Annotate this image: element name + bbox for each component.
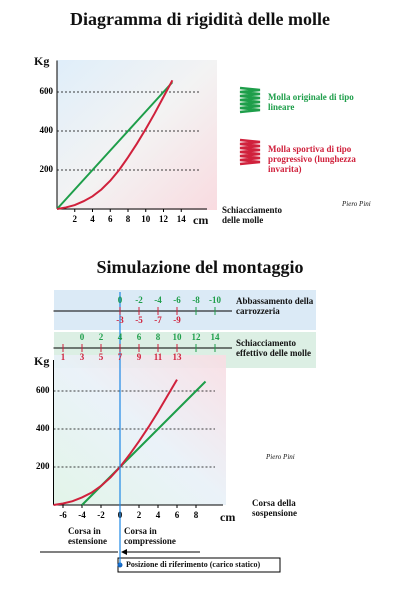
scale-tick-label: 6 [137,332,142,342]
x-unit: cm [220,510,236,524]
chart-title: Simulazione del montaggio [96,257,304,277]
scale-bg [54,290,316,330]
legend-icon [239,86,261,114]
y-tick-label: 400 [36,423,50,433]
scale-tick-label: 0 [118,295,123,305]
scale-tick-label: -10 [209,295,221,305]
x-tick-label: 6 [175,510,180,520]
scale-tick-label: 1 [61,352,66,362]
x-tick-label: 14 [177,214,187,224]
y-tick-label: 200 [40,164,54,174]
x-tick-label: -2 [97,510,105,520]
scale-tick-label: 4 [118,332,123,342]
x-tick-label: 6 [108,214,113,224]
scale-label: Abbassamento della carrozzeria [236,296,314,316]
series-line [53,379,178,506]
y-label: Kg [34,54,50,68]
x-tick-label: 2 [137,510,142,520]
y-tick-label: 400 [40,125,54,135]
scale-tick-label: -8 [192,295,200,305]
chart-title: Diagramma di rigidità delle molle [70,9,330,29]
x-tick-label: 12 [159,214,169,224]
x-unit: cm [193,213,209,227]
x-tick-label: 8 [194,510,199,520]
scale-tick-label: -5 [135,315,143,325]
scale-tick-label: 10 [173,332,183,342]
x-tick-label: 2 [73,214,78,224]
compression-label: Corsa in compressione [124,526,176,546]
x-tick-label: 4 [156,510,161,520]
scale-label: Schiacciamento effettivo delle molle [236,338,311,358]
scale-tick-label: -9 [173,315,181,325]
annotation: Piero Pini [342,200,371,208]
y-tick-label: 600 [36,385,50,395]
scale-tick-label: 13 [173,352,183,362]
scale-tick-label: -6 [173,295,181,305]
scale-tick-label: 3 [80,352,85,362]
legend-label: Molla originale di tipo lineare [268,92,354,112]
scale-tick-label: 2 [99,332,104,342]
y-label: Kg [34,354,50,368]
scale-tick-label: 8 [156,332,161,342]
x-tick-label: 10 [141,214,151,224]
plot-bg [57,60,217,210]
plot-bg [54,355,226,505]
series-line [56,81,174,210]
y-tick-label: 200 [36,461,50,471]
reference-label: Posizione di riferimento (carico statico… [126,560,261,569]
x-tick-label: 8 [126,214,131,224]
annotation: Piero Pini [266,453,295,461]
y-tick-label: 600 [40,86,54,96]
legend-label: Molla sportiva di tipo progressivo (lung… [268,144,356,174]
x-tick-label: -4 [78,510,86,520]
scale-tick-label: 5 [99,352,104,362]
extension-label: Corsa in estensione [68,526,107,546]
x-label: Schiacciamento delle molle [222,205,282,225]
x-label: Corsa della sospensione [252,498,298,518]
scale-tick-label: 12 [192,332,202,342]
x-tick-label: 4 [90,214,95,224]
scale-tick-label: 7 [118,352,123,362]
scale-tick-label: 9 [137,352,142,362]
series-line [56,79,174,210]
scale-tick-label: 11 [154,352,163,362]
legend-icon [239,138,261,166]
x-tick-label: -6 [59,510,67,520]
scale-tick-label: 0 [80,332,85,342]
scale-tick-label: -7 [154,315,162,325]
scale-tick-label: 14 [211,332,221,342]
scale-tick-label: -4 [154,295,162,305]
scale-tick-label: -2 [135,295,143,305]
scale-tick-label: -3 [116,315,124,325]
